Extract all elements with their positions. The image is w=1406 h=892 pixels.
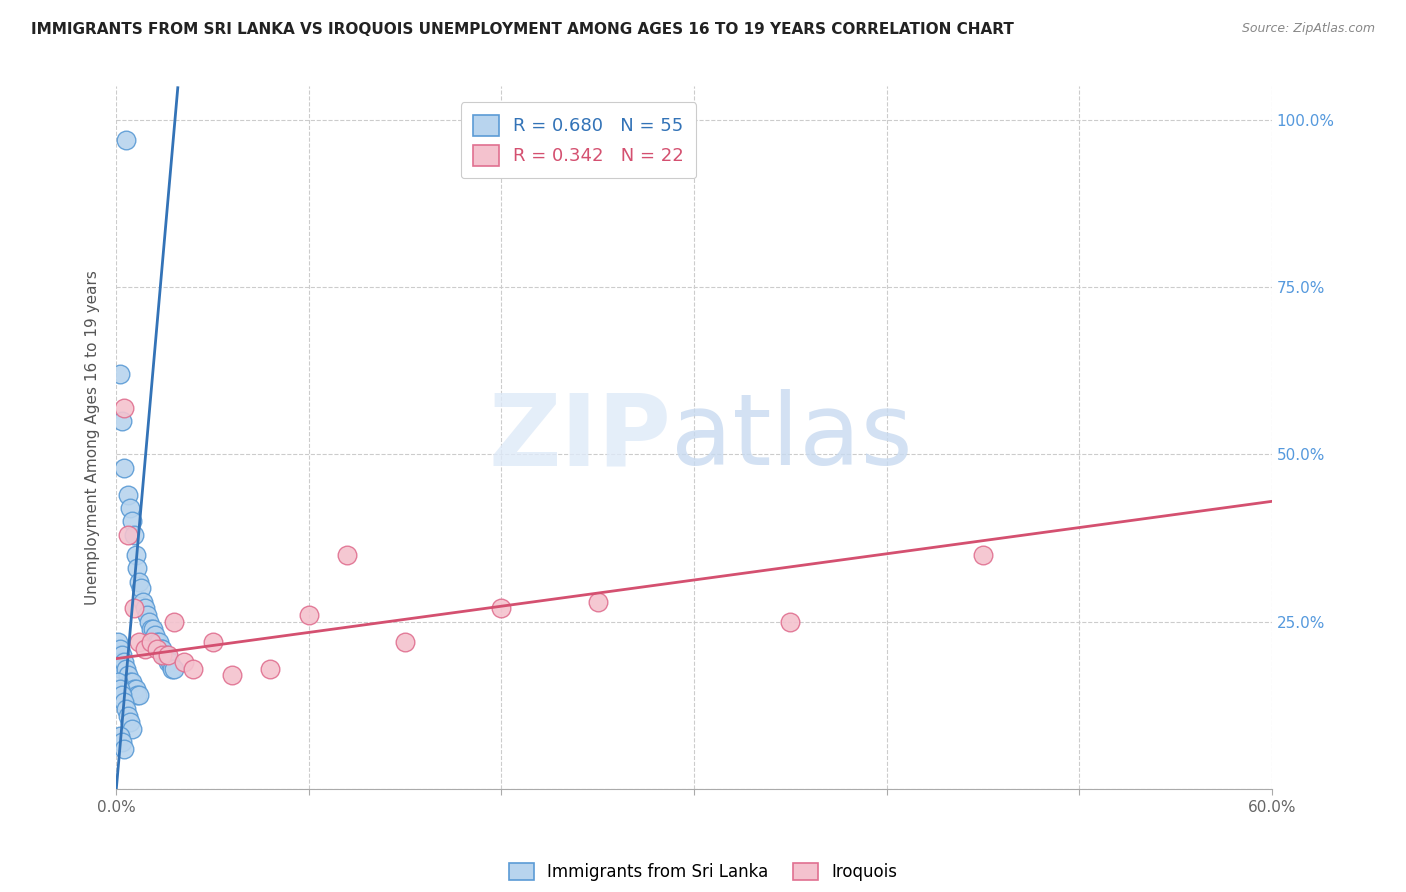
Point: [586, 595, 609, 609]
Point: [108, 655, 131, 669]
Point: [107, 648, 129, 663]
Point: [107, 635, 129, 649]
Point: [157, 648, 180, 663]
Point: [173, 655, 195, 669]
Point: [131, 582, 153, 596]
Point: [336, 548, 359, 562]
Point: [149, 641, 172, 656]
Point: [117, 708, 139, 723]
Point: [139, 635, 162, 649]
Point: [118, 675, 141, 690]
Point: [181, 662, 204, 676]
Point: [128, 574, 150, 589]
Point: [491, 601, 513, 615]
Point: [127, 561, 149, 575]
Point: [134, 601, 156, 615]
Point: [138, 615, 160, 629]
Point: [111, 648, 134, 663]
Point: [163, 615, 186, 629]
Point: [145, 635, 167, 649]
Point: [117, 668, 139, 682]
Point: [121, 515, 143, 529]
Point: [152, 641, 174, 656]
Point: [298, 608, 321, 623]
Point: [118, 715, 141, 730]
Point: [122, 528, 145, 542]
Point: [121, 675, 143, 690]
Point: [142, 622, 165, 636]
Point: [115, 702, 138, 716]
Point: [112, 695, 135, 709]
Text: Source: ZipAtlas.com: Source: ZipAtlas.com: [1241, 22, 1375, 36]
Point: [112, 742, 135, 756]
Point: [108, 367, 131, 381]
Point: [259, 662, 281, 676]
Point: [111, 414, 134, 428]
Point: [111, 735, 134, 749]
Point: [107, 675, 129, 690]
Point: [115, 133, 138, 147]
Point: [115, 662, 138, 676]
Point: [779, 615, 801, 629]
Point: [139, 622, 162, 636]
Text: ZIP: ZIP: [488, 389, 671, 486]
Point: [124, 548, 146, 562]
Text: IMMIGRANTS FROM SRI LANKA VS IROQUOIS UNEMPLOYMENT AMONG AGES 16 TO 19 YEARS COR: IMMIGRANTS FROM SRI LANKA VS IROQUOIS UN…: [31, 22, 1014, 37]
Y-axis label: Unemployment Among Ages 16 to 19 years: Unemployment Among Ages 16 to 19 years: [86, 270, 100, 605]
Point: [143, 628, 166, 642]
Point: [117, 488, 139, 502]
Point: [145, 641, 167, 656]
Point: [127, 689, 149, 703]
Point: [111, 689, 134, 703]
Point: [111, 662, 134, 676]
Text: atlas: atlas: [671, 389, 912, 486]
Legend: Immigrants from Sri Lanka, Iroquois: Immigrants from Sri Lanka, Iroquois: [502, 856, 904, 888]
Point: [155, 648, 177, 663]
Point: [122, 681, 145, 696]
Point: [121, 722, 143, 736]
Point: [221, 668, 243, 682]
Point: [163, 662, 186, 676]
Point: [157, 655, 180, 669]
Point: [134, 641, 156, 656]
Point: [160, 662, 183, 676]
Point: [117, 528, 139, 542]
Point: [201, 635, 224, 649]
Point: [124, 681, 146, 696]
Point: [108, 729, 131, 743]
Point: [394, 635, 416, 649]
Point: [136, 608, 159, 623]
Point: [128, 635, 150, 649]
Point: [132, 595, 155, 609]
Point: [112, 461, 135, 475]
Legend: R = 0.680   N = 55, R = 0.342   N = 22: R = 0.680 N = 55, R = 0.342 N = 22: [461, 103, 696, 178]
Point: [972, 548, 994, 562]
Point: [122, 601, 145, 615]
Point: [118, 501, 141, 516]
Point: [108, 641, 131, 656]
Point: [112, 401, 135, 415]
Point: [112, 655, 135, 669]
Point: [148, 635, 170, 649]
Point: [152, 648, 174, 663]
Point: [159, 655, 181, 669]
Point: [128, 689, 150, 703]
Point: [153, 648, 176, 663]
Point: [108, 681, 131, 696]
